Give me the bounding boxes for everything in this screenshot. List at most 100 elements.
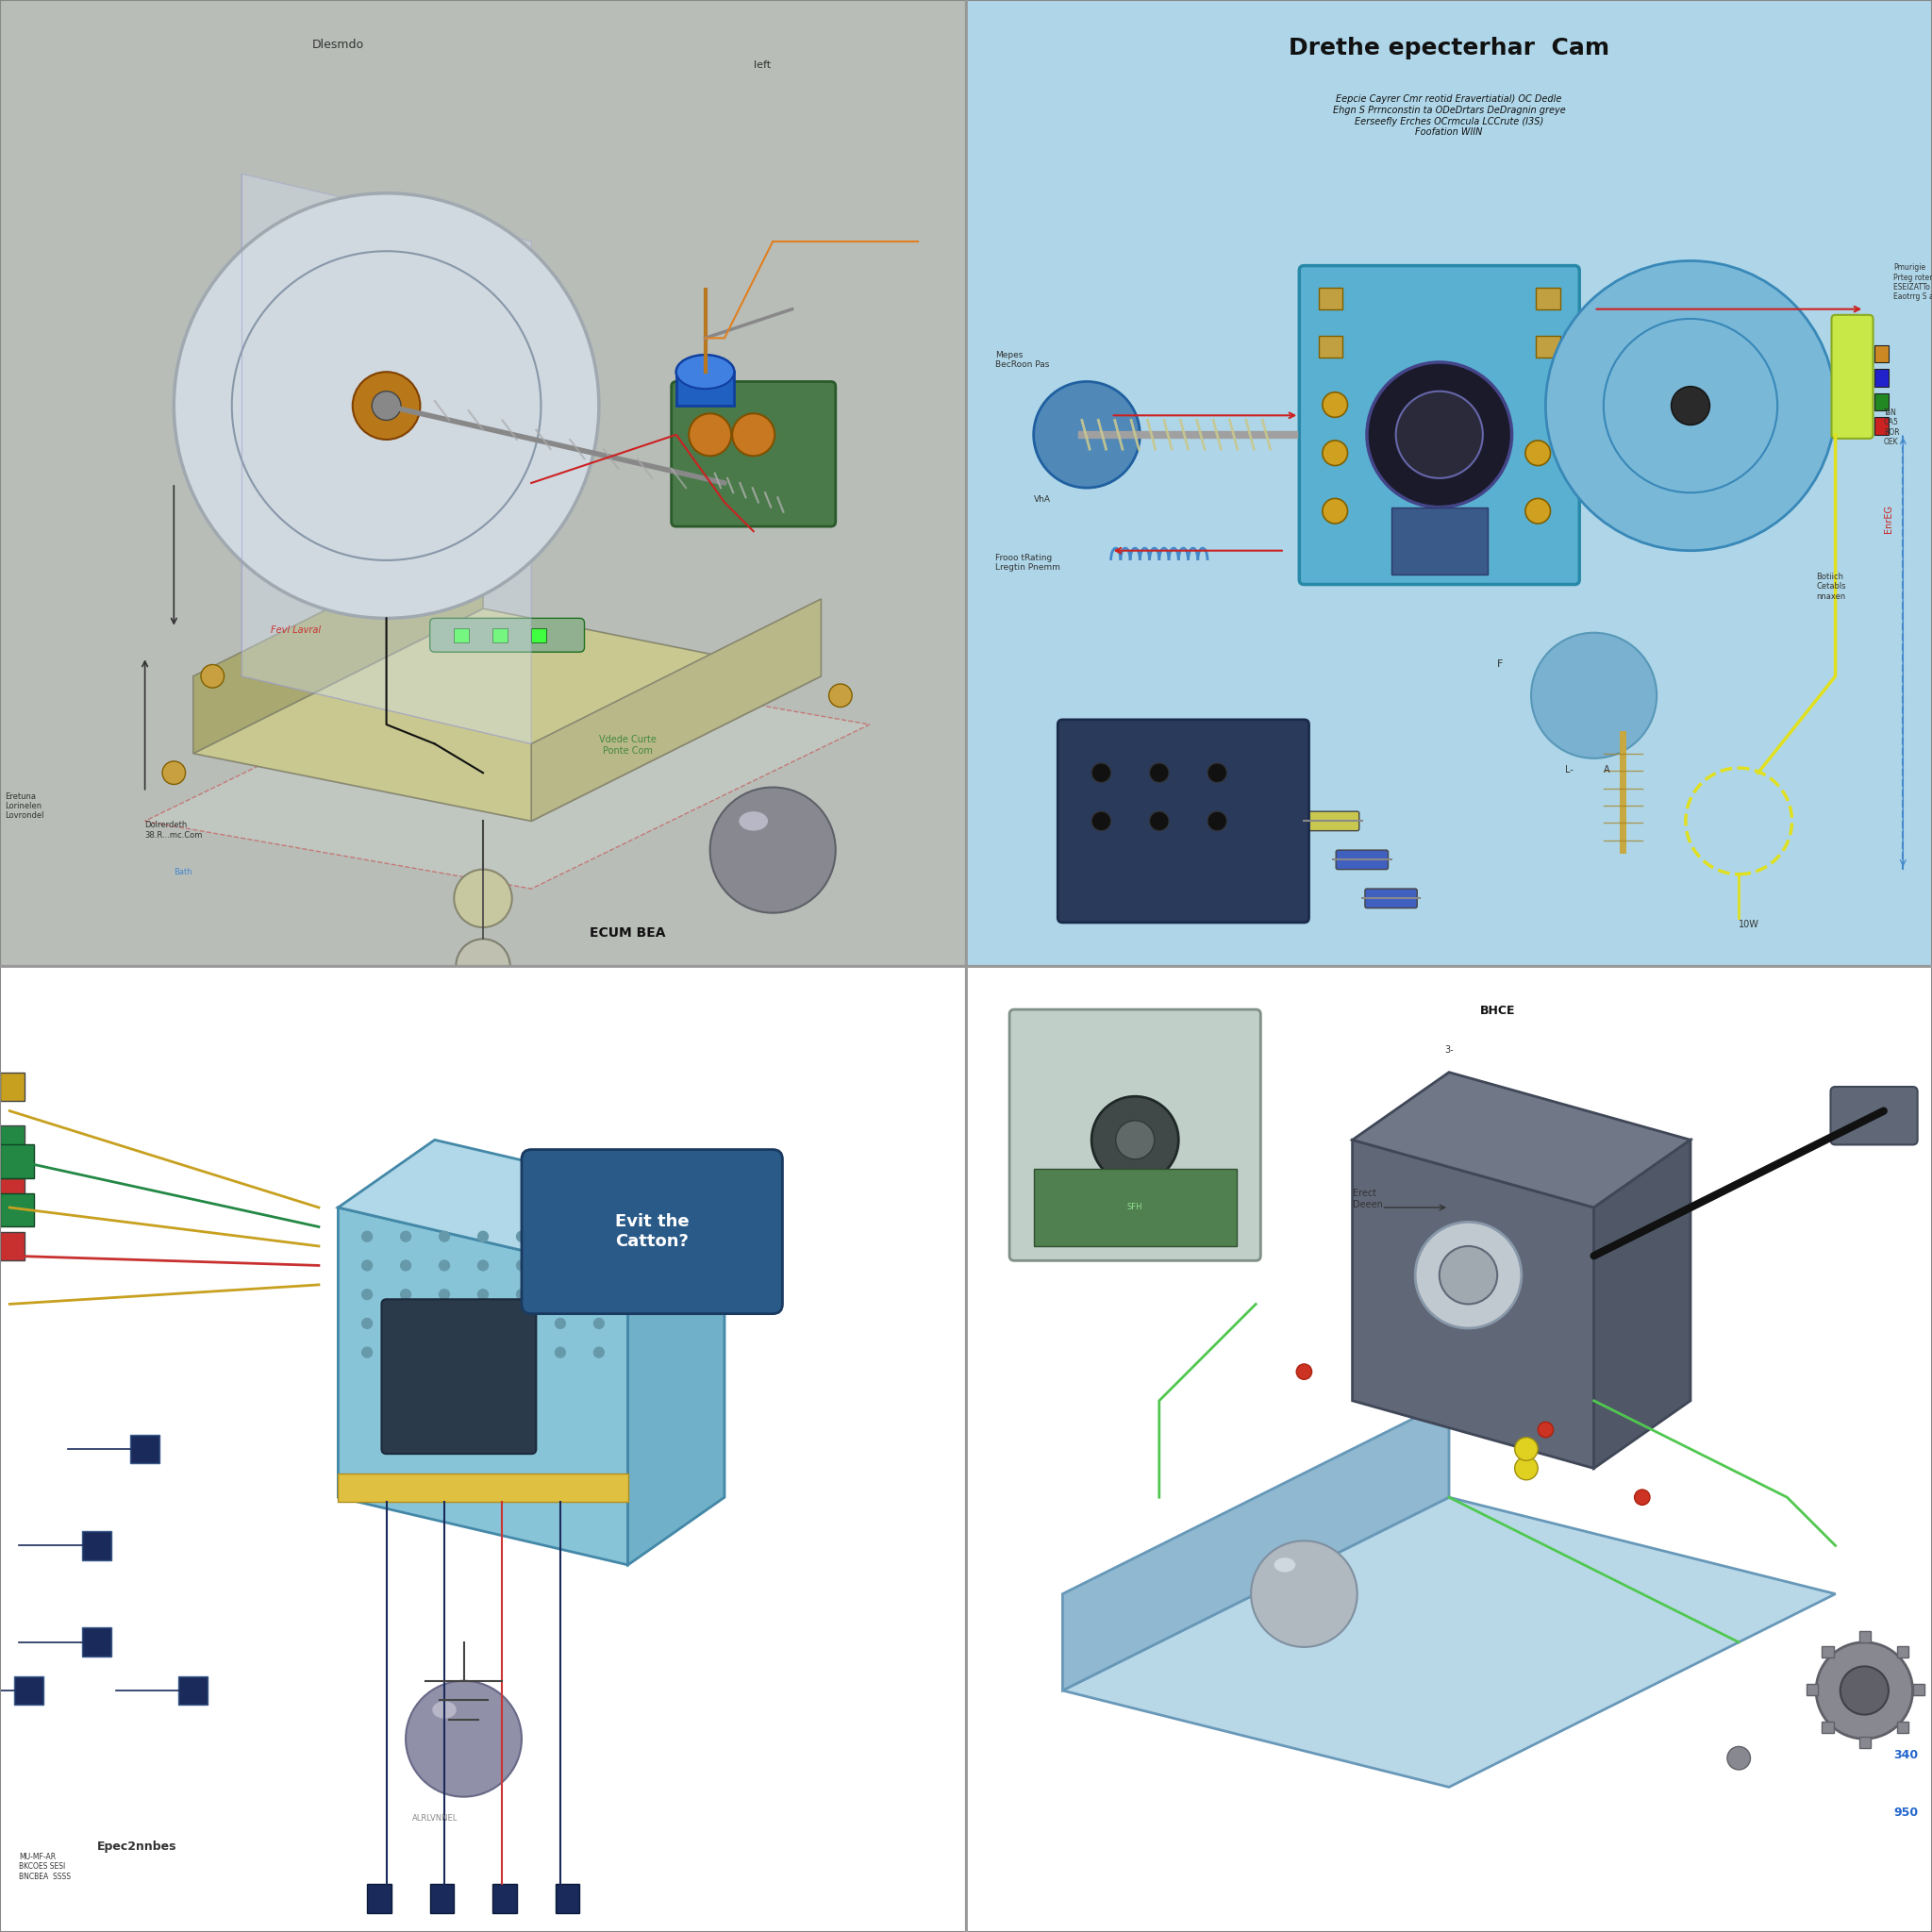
Bar: [493, 628, 506, 641]
Circle shape: [400, 1289, 412, 1300]
Text: Dlesmdo: Dlesmdo: [313, 39, 363, 50]
Bar: [0, 1179, 23, 1208]
FancyBboxPatch shape: [1832, 1086, 1917, 1144]
FancyBboxPatch shape: [1009, 1009, 1262, 1260]
Circle shape: [439, 1318, 450, 1329]
Bar: [81, 1530, 112, 1561]
Bar: [1318, 288, 1343, 309]
Circle shape: [1368, 363, 1511, 506]
Bar: [0, 1072, 23, 1101]
Circle shape: [454, 869, 512, 927]
Polygon shape: [145, 657, 869, 889]
Circle shape: [1208, 763, 1227, 782]
Bar: [493, 1884, 518, 1913]
Circle shape: [688, 413, 730, 456]
Text: Bath: Bath: [174, 867, 193, 875]
Circle shape: [1530, 634, 1656, 757]
Polygon shape: [1063, 1497, 1835, 1787]
Circle shape: [1150, 763, 1169, 782]
Bar: [1536, 288, 1561, 309]
FancyBboxPatch shape: [1306, 811, 1360, 831]
Text: Epec2nnbes: Epec2nnbes: [97, 1841, 176, 1853]
Circle shape: [371, 390, 402, 419]
FancyBboxPatch shape: [1832, 315, 1874, 439]
Circle shape: [439, 1347, 450, 1358]
Circle shape: [593, 1289, 605, 1300]
Polygon shape: [338, 1208, 628, 1565]
Circle shape: [1414, 1221, 1522, 1329]
Polygon shape: [193, 531, 483, 753]
Bar: [81, 1627, 112, 1656]
Bar: [556, 1884, 580, 1913]
Circle shape: [1538, 1422, 1553, 1437]
Bar: [0, 1233, 23, 1262]
Text: Pmurigie
Prteg rotentiones
ESEIZATTo rte
Eaotrrg S are: Pmurigie Prteg rotentiones ESEIZATTo rte…: [1893, 263, 1932, 301]
Bar: [1822, 1646, 1833, 1658]
Text: Drethe epecterhar  Cam: Drethe epecterhar Cam: [1289, 37, 1609, 60]
Ellipse shape: [738, 811, 769, 831]
Text: F: F: [1497, 659, 1503, 668]
Circle shape: [352, 371, 421, 439]
Circle shape: [1117, 1121, 1155, 1159]
Polygon shape: [1063, 1401, 1449, 1690]
Text: Eretuna
Lorinelen
Lovrondel: Eretuna Lorinelen Lovrondel: [6, 792, 44, 821]
Circle shape: [1671, 386, 1710, 425]
Bar: [676, 371, 734, 406]
Text: EnrEG: EnrEG: [1884, 504, 1893, 533]
FancyBboxPatch shape: [1337, 850, 1387, 869]
Circle shape: [400, 1318, 412, 1329]
Bar: [1874, 369, 1889, 386]
Text: 340: 340: [1893, 1748, 1918, 1760]
Circle shape: [1439, 1246, 1497, 1304]
Bar: [367, 1884, 390, 1913]
Bar: [131, 1434, 158, 1464]
FancyBboxPatch shape: [1298, 265, 1580, 583]
Bar: [1897, 1721, 1909, 1733]
Bar: [1859, 1631, 1870, 1642]
Circle shape: [1841, 1665, 1889, 1716]
Circle shape: [361, 1289, 373, 1300]
Text: Fevl Lavral: Fevl Lavral: [270, 626, 321, 634]
Circle shape: [1150, 811, 1169, 831]
FancyBboxPatch shape: [1364, 889, 1418, 908]
Circle shape: [554, 1289, 566, 1300]
Circle shape: [1634, 1490, 1650, 1505]
Bar: [1913, 1683, 1924, 1696]
Circle shape: [439, 1289, 450, 1300]
Text: VhA: VhA: [1034, 497, 1051, 504]
Bar: [1874, 344, 1889, 363]
Bar: [0, 1124, 23, 1155]
Ellipse shape: [433, 1702, 456, 1719]
Circle shape: [1816, 1642, 1913, 1739]
Bar: [1874, 392, 1889, 410]
Circle shape: [516, 1347, 527, 1358]
Circle shape: [1526, 440, 1549, 466]
FancyBboxPatch shape: [522, 1150, 782, 1314]
Circle shape: [516, 1260, 527, 1271]
Circle shape: [361, 1318, 373, 1329]
Circle shape: [554, 1231, 566, 1242]
Polygon shape: [1352, 1072, 1690, 1208]
Ellipse shape: [676, 355, 734, 388]
Polygon shape: [193, 609, 821, 821]
Bar: [15, 1675, 43, 1704]
Bar: [1391, 506, 1488, 576]
Circle shape: [477, 1318, 489, 1329]
Circle shape: [1252, 1542, 1356, 1646]
Text: A: A: [1604, 765, 1609, 775]
Text: L-: L-: [1565, 765, 1573, 775]
Circle shape: [1296, 1364, 1312, 1379]
Circle shape: [516, 1318, 527, 1329]
Text: Erect
Deeen: Erect Deeen: [1352, 1188, 1383, 1209]
Circle shape: [829, 684, 852, 707]
Bar: [1822, 1721, 1833, 1733]
Circle shape: [593, 1231, 605, 1242]
Polygon shape: [1594, 1140, 1690, 1468]
Text: ECUM BEA: ECUM BEA: [589, 927, 667, 939]
Circle shape: [1092, 811, 1111, 831]
Circle shape: [1515, 1457, 1538, 1480]
Text: 10W: 10W: [1739, 920, 1760, 929]
Circle shape: [711, 788, 835, 912]
Circle shape: [1092, 1097, 1179, 1182]
Bar: [454, 628, 469, 641]
